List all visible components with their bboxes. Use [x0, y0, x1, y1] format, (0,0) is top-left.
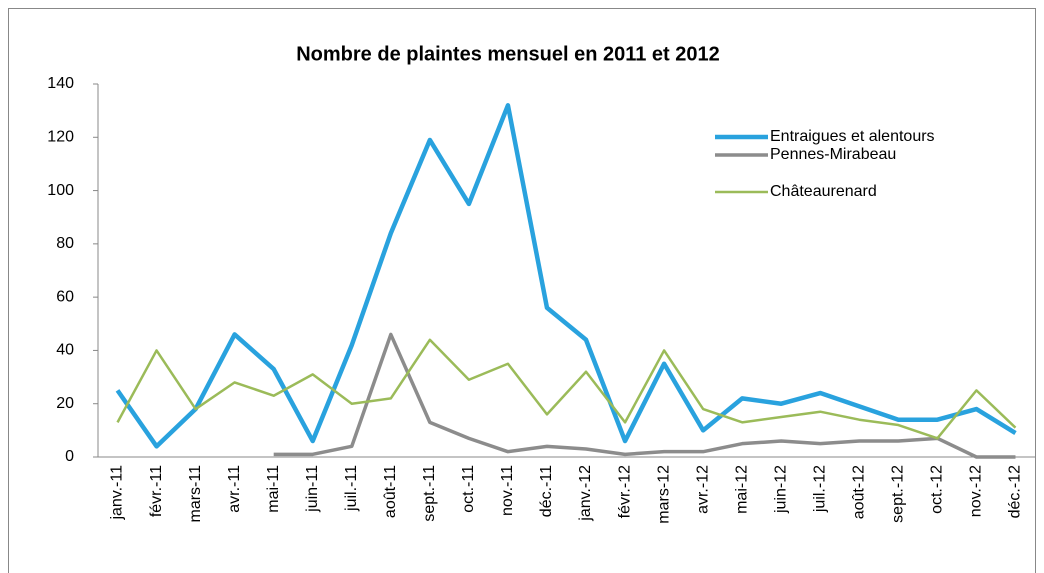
x-tick-label: juil.-12	[811, 465, 828, 513]
y-tick-label: 140	[47, 75, 74, 92]
x-tick-label: sept.-11	[421, 465, 438, 522]
legend-label: Entraigues et alentours	[770, 128, 935, 145]
chart-border	[8, 8, 1036, 573]
x-tick-label: mars-11	[187, 465, 204, 523]
x-tick-label: oct.-12	[929, 465, 946, 514]
x-tick-label: juin-11	[304, 465, 321, 513]
x-tick-label: janv.-11	[109, 465, 126, 521]
x-tick-label: juin-12	[772, 465, 789, 514]
x-tick-label: déc.-12	[1007, 465, 1024, 518]
x-tick-label: mai-12	[733, 465, 750, 514]
series-line	[115, 103, 1017, 449]
legend-label: Pennes-Mirabeau	[770, 146, 896, 163]
y-tick-label: 20	[56, 395, 74, 412]
y-tick-label: 120	[47, 129, 74, 146]
y-tick-label: 60	[56, 288, 74, 305]
y-tick-label: 40	[56, 342, 74, 359]
x-tick-label: févr.-12	[616, 465, 633, 518]
x-tick-label: mai-11	[265, 465, 282, 513]
x-tick-label: oct.-11	[460, 465, 477, 513]
x-tick-label: nov.-12	[968, 465, 985, 517]
x-tick-label: mars-12	[655, 465, 672, 524]
x-tick-label: juil.-11	[343, 465, 360, 512]
legend-label: Châteaurenard	[770, 183, 877, 200]
x-tick-label: août-12	[851, 465, 868, 519]
series-line	[116, 338, 1017, 440]
x-tick-label: févr.-11	[148, 465, 165, 517]
series-line	[273, 332, 1016, 459]
x-tick-label: sept.-12	[890, 465, 907, 523]
x-tick-label: nov.-11	[499, 465, 516, 516]
y-tick-label: 100	[47, 182, 74, 199]
x-tick-label: août-11	[382, 465, 399, 518]
x-tick-label: janv.-12	[577, 465, 594, 522]
x-tick-label: avr.-12	[694, 465, 711, 514]
chart-title: Nombre de plaintes mensuel en 2011 et 20…	[296, 43, 720, 65]
y-tick-label: 0	[65, 448, 74, 465]
x-tick-label: déc.-11	[538, 465, 555, 517]
y-tick-label: 80	[56, 235, 74, 252]
x-tick-label: avr.-11	[226, 465, 243, 513]
